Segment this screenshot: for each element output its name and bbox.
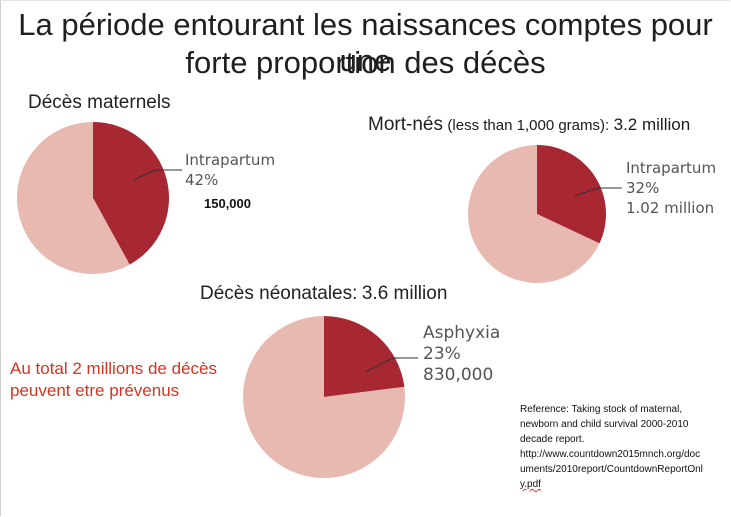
- stillbirth-annotation-percent: 32%: [626, 179, 660, 197]
- leader-line: [133, 169, 182, 181]
- slide-title-line-1: La période entourant les naissances comp…: [18, 7, 713, 78]
- maternal-annotation-label: Intrapartum: [185, 151, 276, 169]
- reference-line-1: Reference: Taking stock of maternal,: [520, 404, 683, 415]
- preventable-callout-line-1: Au total 2 millions de décès: [10, 359, 217, 378]
- stillbirth-annotation-count: 1.02 million: [626, 199, 715, 217]
- reference-line-6[interactable]: y.pdf: [520, 479, 541, 490]
- stillbirth-chart-title: Mort-nés: [368, 114, 443, 135]
- reference-line-4[interactable]: http://www.countdown2015mnch.org/doc: [520, 449, 701, 460]
- maternal-annotation-percent: 42%: [185, 171, 219, 189]
- pie-slice-rest: [16, 122, 130, 274]
- stillbirth-chart-title-note: (less than 1,000 grams):: [447, 117, 610, 134]
- pie-slice-rest: [467, 145, 600, 283]
- pie-slice-highlight: [324, 316, 405, 397]
- neonatal-annotation-percent: 23%: [423, 344, 461, 364]
- slide-title-line-2: forte proportion des décès: [185, 45, 546, 80]
- neonatal-annotation-label: Asphyxia: [423, 323, 501, 343]
- neonatal-chart-title: Décès néonatales:: [200, 283, 358, 304]
- stillbirth-annotation-label: Intrapartum: [626, 159, 717, 177]
- pie-slice-highlight: [537, 145, 606, 244]
- leader-line: [574, 187, 622, 197]
- stillbirth-chart-title-row: Mort-nés (less than 1,000 grams): 3.2 mi…: [368, 114, 690, 136]
- preventable-callout-line-2: peuvent etre prévenus: [10, 381, 180, 400]
- neonatal-annotation-count: 830,000: [423, 365, 494, 385]
- neonatal-chart-title-row: Décès néonatales: 3.6 million: [200, 283, 447, 305]
- stillbirth-chart-total: 3.2 million: [613, 115, 691, 134]
- reference-line-3: decade report.: [520, 434, 585, 445]
- neonatal-chart-total: 3.6 million: [361, 283, 448, 304]
- maternal-chart-title: Décès maternels: [28, 92, 171, 113]
- reference-note: Reference: Taking stock of maternal, new…: [520, 402, 725, 492]
- pie-slice-highlight: [93, 122, 170, 265]
- reference-line-2: newborn and child survival 2000-2010: [520, 419, 689, 430]
- maternal-annotation-count: 150,000: [204, 196, 251, 211]
- leader-line: [364, 357, 418, 373]
- pie-slice-rest: [243, 316, 405, 478]
- reference-line-5[interactable]: uments/2010report/CountdownReportOnl: [520, 464, 703, 475]
